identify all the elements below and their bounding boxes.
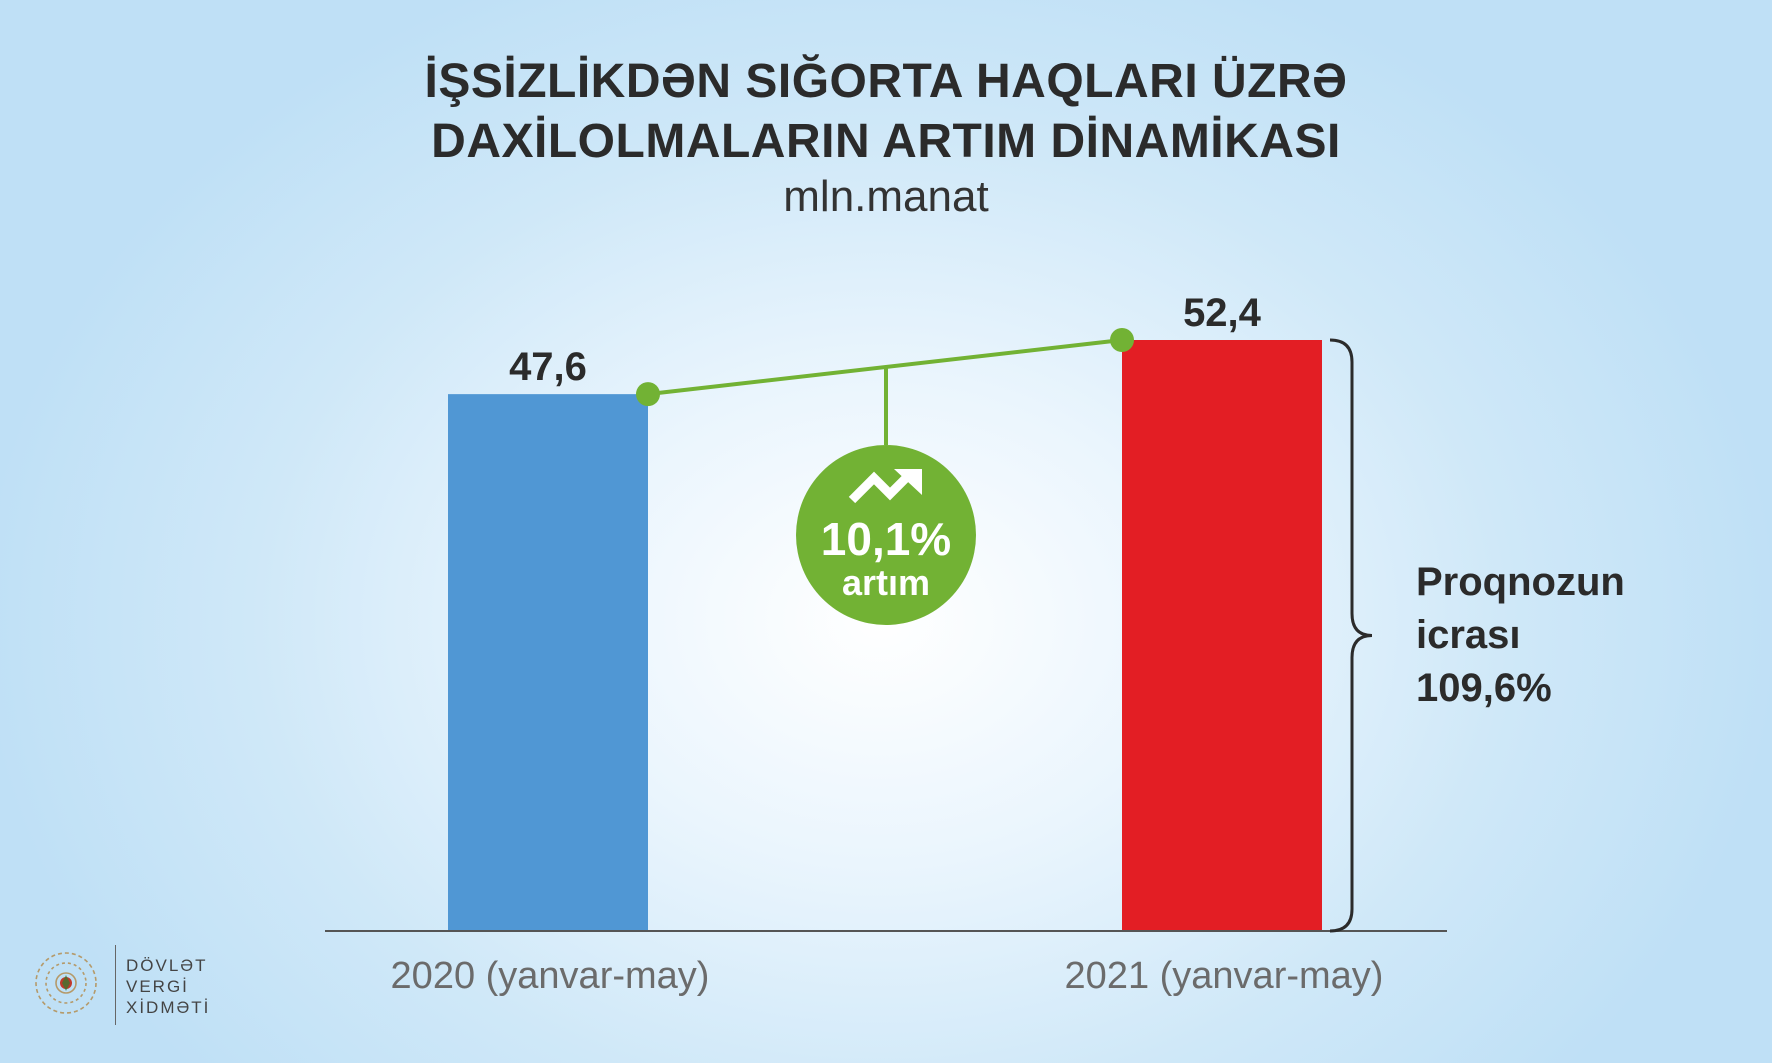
chart-title: İŞSİZLİKDƏN SIĞORTA HAQLARI ÜZRƏ DAXİLOL… [0, 52, 1772, 172]
forecast-note-line2: icrası [1416, 613, 1521, 657]
forecast-note-line1: Proqnozun [1416, 560, 1625, 604]
bars-group [448, 340, 1322, 931]
emblem-icon [35, 952, 97, 1014]
logo-line1: DÖVLƏT [126, 956, 208, 975]
logo-divider [115, 945, 116, 1025]
logo-line2: VERGİ [126, 977, 189, 996]
bar-1 [448, 394, 648, 931]
chart-subtitle: mln.manat [783, 172, 989, 221]
logo-wordmark: DÖVLƏT VERGİ XİDMƏTİ [126, 955, 210, 1018]
growth-point-end [1110, 328, 1134, 352]
chart-title-line2: DAXİLOLMALARIN ARTIM DİNAMİKASI [431, 115, 1341, 168]
chart-title-line1: İŞSİZLİKDƏN SIĞORTA HAQLARI ÜZRƏ [424, 55, 1348, 108]
growth-badge-label: artım [842, 562, 930, 603]
growth-badge-value: 10,1% [821, 513, 951, 565]
curly-brace-icon [1329, 338, 1373, 933]
forecast-note-line3: 109,6% [1416, 666, 1552, 710]
logo-line3: XİDMƏTİ [126, 998, 211, 1017]
category-label-1: 2020 (yanvar-may) [391, 955, 710, 997]
bar-2 [1122, 340, 1322, 931]
trend-up-icon [848, 471, 912, 504]
bar-value-label-2: 52,4 [1183, 291, 1262, 335]
trend-up-arrowhead-icon [894, 469, 922, 495]
forecast-bracket: Proqnozun icrası 109,6% [1329, 338, 1625, 933]
growth-annotation: 10,1%artım [636, 328, 1134, 625]
category-label-2: 2021 (yanvar-may) [1065, 955, 1384, 997]
bar-value-label-1: 47,6 [509, 345, 587, 389]
growth-point-start [636, 382, 660, 407]
growth-badge [796, 445, 976, 625]
labels-group: 47,6 2020 (yanvar-may) 52,4 2021 (yanvar-ma… [391, 291, 1384, 997]
